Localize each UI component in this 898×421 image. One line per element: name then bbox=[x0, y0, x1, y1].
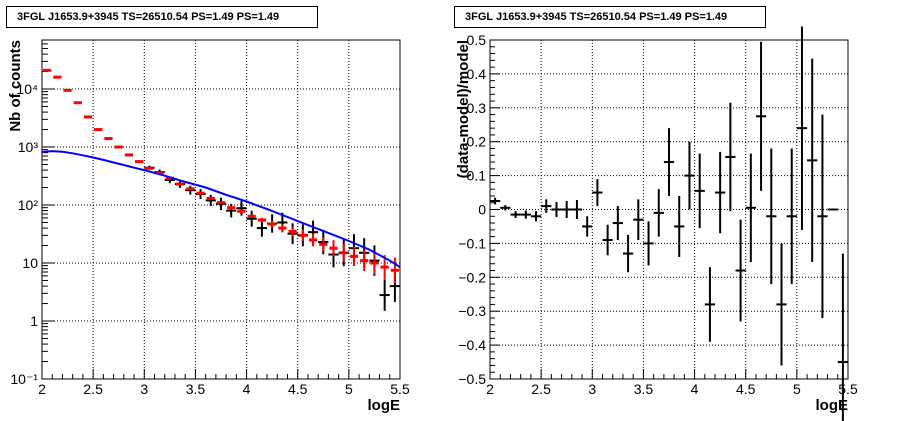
right-x-axis-label: logE bbox=[816, 397, 849, 414]
right-x-tick-label: 3 bbox=[588, 381, 596, 397]
right-y-tick-label: 0 bbox=[478, 202, 486, 218]
right-x-tick-label: 5.5 bbox=[838, 381, 858, 397]
left-y-tick-label: 10 bbox=[22, 255, 38, 271]
right-y-tick-label: 0.4 bbox=[467, 66, 487, 82]
left-plot-frame bbox=[41, 39, 401, 380]
right-plot-frame bbox=[489, 39, 849, 380]
left-y-tick-label: 10⁴ bbox=[16, 81, 38, 97]
right-y-tick-label: 0.1 bbox=[467, 168, 487, 184]
right-y-tick-label: −0.5 bbox=[458, 371, 486, 387]
left-y-axis-label: Nb of counts bbox=[7, 40, 24, 132]
left-x-tick-label: 4 bbox=[243, 381, 251, 397]
right-y-tick-label: 0.3 bbox=[467, 100, 487, 116]
right-x-tick-label: 3.5 bbox=[634, 381, 654, 397]
left-x-tick-label: 4.5 bbox=[288, 381, 308, 397]
right-x-tick-label: 4 bbox=[691, 381, 699, 397]
right-chart-title: 3FGL J1653.9+3945 TS=26510.54 PS=1.49 PS… bbox=[454, 6, 766, 28]
right-y-tick-label: −0.2 bbox=[458, 269, 486, 285]
right-y-tick-label: −0.3 bbox=[458, 303, 486, 319]
left-x-tick-label: 5 bbox=[345, 381, 353, 397]
left-y-tick-label: 1 bbox=[30, 313, 38, 329]
right-y-tick-label: −0.1 bbox=[458, 235, 486, 251]
left-chart-title: 3FGL J1653.9+3945 TS=26510.54 PS=1.49 PS… bbox=[6, 6, 318, 28]
left-x-tick-label: 3.5 bbox=[186, 381, 206, 397]
right-y-tick-label: 0.2 bbox=[467, 134, 487, 150]
left-x-tick-label: 2.5 bbox=[83, 381, 103, 397]
left-x-tick-label: 5.5 bbox=[390, 381, 410, 397]
right-x-tick-label: 2.5 bbox=[531, 381, 551, 397]
right-y-tick-label: 0.5 bbox=[467, 32, 487, 48]
right-y-axis-label: (data-model)/model bbox=[455, 40, 472, 178]
left-y-tick-label: 10² bbox=[18, 197, 39, 213]
left-y-tick-label: 10³ bbox=[18, 139, 39, 155]
right-y-tick-label: −0.4 bbox=[458, 337, 486, 353]
right-x-tick-label: 4.5 bbox=[736, 381, 756, 397]
left-y-tick-label: 10⁻¹ bbox=[10, 371, 38, 387]
right-x-tick-label: 2 bbox=[486, 381, 494, 397]
left-x-tick-label: 2 bbox=[38, 381, 46, 397]
right-x-tick-label: 5 bbox=[793, 381, 801, 397]
left-series-model-line bbox=[41, 150, 401, 268]
left-x-axis-label: logE bbox=[368, 397, 401, 414]
left-x-tick-label: 3 bbox=[140, 381, 148, 397]
